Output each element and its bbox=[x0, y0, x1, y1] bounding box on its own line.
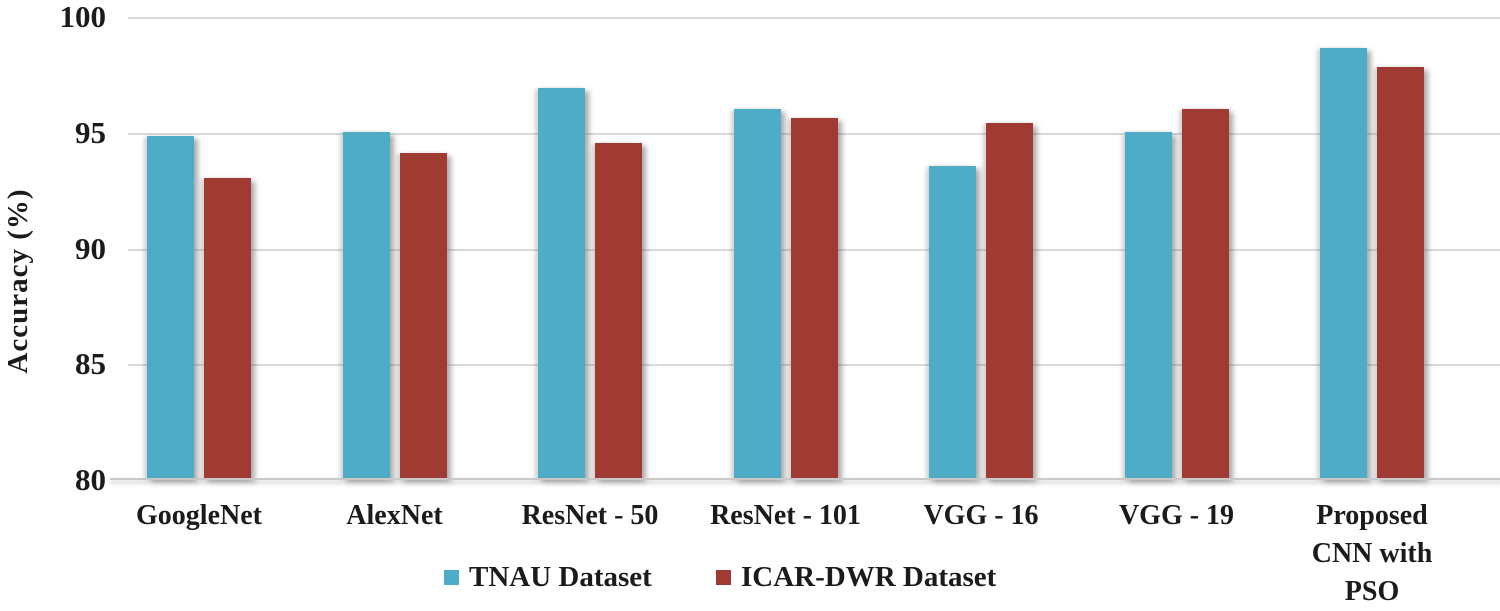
bar-tnau-5 bbox=[1124, 131, 1172, 479]
bar-icar-dwr-5 bbox=[1181, 108, 1229, 479]
category-label-3: ResNet - 101 bbox=[710, 500, 861, 531]
bar-tnau-3 bbox=[733, 108, 781, 479]
bar-icar-dwr-2 bbox=[595, 143, 642, 479]
y-axis-tick-labels: 100 95 90 85 80 bbox=[0, 0, 107, 611]
bar-tnau-2 bbox=[538, 87, 585, 479]
gridline-100 bbox=[128, 17, 1500, 19]
y-tick-label-85: 85 bbox=[75, 346, 106, 382]
category-label-5: VGG - 19 bbox=[1118, 500, 1235, 531]
bar-tnau-0 bbox=[147, 136, 194, 479]
bar-icar-dwr-0 bbox=[204, 178, 251, 479]
bar-icar-dwr-4 bbox=[986, 122, 1033, 479]
plot-area bbox=[110, 17, 1500, 480]
category-label-4: VGG - 16 bbox=[923, 500, 1039, 531]
bar-tnau-1 bbox=[342, 131, 390, 479]
category-label-6: Proposed CNN with PSO bbox=[1311, 500, 1433, 607]
bar-icar-dwr-1 bbox=[399, 152, 447, 479]
y-tick-label-95: 95 bbox=[75, 114, 106, 150]
category-label-0: GoogleNet bbox=[136, 500, 262, 531]
x-axis-line bbox=[110, 478, 1500, 480]
category-label-2: ResNet - 50 bbox=[521, 500, 659, 531]
bar-tnau-4 bbox=[929, 166, 976, 479]
y-tick-label-100: 100 bbox=[59, 0, 107, 34]
bar-tnau-6 bbox=[1320, 48, 1367, 479]
bar-icar-dwr-6 bbox=[1377, 66, 1424, 479]
y-tick-label-90: 90 bbox=[75, 230, 106, 266]
bar-icar-dwr-3 bbox=[790, 117, 838, 479]
category-label-1: AlexNet bbox=[346, 500, 443, 531]
y-tick-label-80: 80 bbox=[75, 462, 106, 497]
